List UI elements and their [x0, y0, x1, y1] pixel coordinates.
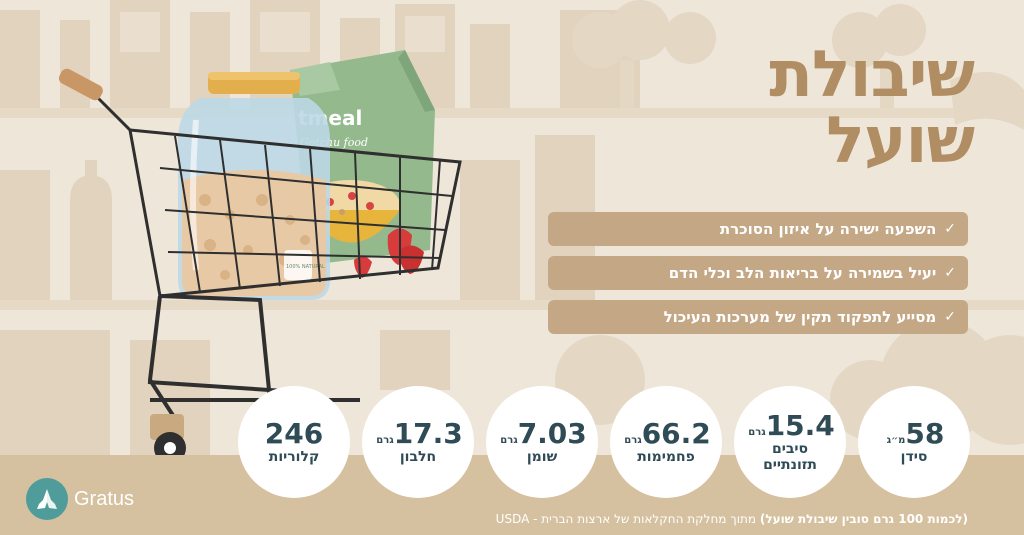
benefit-text: השפעה ישירה על איזון הסוכרת	[719, 220, 937, 238]
source-note-bold: (לכמות 100 גרם סובין שיבולת שועל)	[759, 512, 968, 526]
title-line-1: שיבולת	[769, 38, 975, 112]
nutrient-value: 17.3	[393, 417, 463, 450]
nutrient-value: 15.4	[765, 409, 835, 442]
nutrient-label: חלבון	[399, 449, 437, 465]
source-note-rest: מתוך מחלקת החקלאות של ארצות הברית - USDA	[495, 512, 760, 526]
jar-badge: 100% NATURAL	[286, 264, 325, 270]
check-icon: ✓	[944, 265, 956, 281]
nutrient-fiber: 15.4 גרם סיבים תזונתיים	[734, 386, 846, 498]
nutrient-unit: גרם	[376, 435, 394, 446]
benefit-item: ✓ מסייע לתפקוד תקין של מערכות העיכול	[548, 300, 968, 334]
nutrient-calcium: 58 מ״ג סידן	[858, 386, 970, 498]
nutrient-unit: גרם	[624, 435, 642, 446]
check-icon: ✓	[944, 309, 956, 325]
brand-name: Gratus	[74, 487, 135, 510]
cart-basket	[69, 78, 462, 298]
nutrient-calories: 246 קלוריות	[238, 386, 350, 498]
nutrient-protein: 17.3 גרם חלבון	[362, 386, 474, 498]
nutrient-value: 246	[264, 417, 324, 450]
check-icon: ✓	[944, 221, 956, 237]
benefit-text: יעיל בשמירה על בריאות הלב וכלי הדם	[668, 264, 937, 282]
cart-handle-grip	[58, 68, 103, 101]
nutrient-unit: גרם	[500, 435, 518, 446]
nutrient-label: סיבים תזונתיים	[763, 441, 817, 473]
nutrient-fat: 7.03 גרם שומן	[486, 386, 598, 498]
nutrient-label: סידן	[900, 449, 928, 465]
nutrient-value: 7.03	[517, 417, 587, 450]
nutrient-unit: גרם	[748, 427, 766, 438]
benefit-text: מסייע לתפקוד תקין של מערכות העיכול	[663, 308, 937, 326]
nutrient-label: שומן	[526, 449, 558, 465]
nutrient-carbs: 66.2 גרם פחמימות	[610, 386, 722, 498]
nutrient-label: קלוריות	[268, 449, 320, 465]
benefits-list: ✓ השפעה ישירה על איזון הסוכרת ✓ יעיל בשמ…	[548, 212, 968, 344]
nutrient-unit: מ״ג	[886, 435, 906, 446]
nutrient-label: פחמימות	[637, 449, 695, 465]
benefit-item: ✓ השפעה ישירה על איזון הסוכרת	[548, 212, 968, 246]
brand-logo: Gratus	[26, 478, 134, 520]
nutrient-value: 66.2	[641, 417, 711, 450]
oat-jar: 100% NATURAL	[178, 72, 330, 300]
title-line-2: שועל	[826, 104, 975, 178]
page-title: שיבולת שועל	[674, 38, 975, 178]
benefit-item: ✓ יעיל בשמירה על בריאות הלב וכלי הדם	[548, 256, 968, 290]
source-note: (לכמות 100 גרם סובין שיבולת שועל) מתוך מ…	[496, 512, 968, 526]
praying-hands-icon	[26, 478, 68, 520]
nutrient-value: 58	[905, 417, 945, 450]
